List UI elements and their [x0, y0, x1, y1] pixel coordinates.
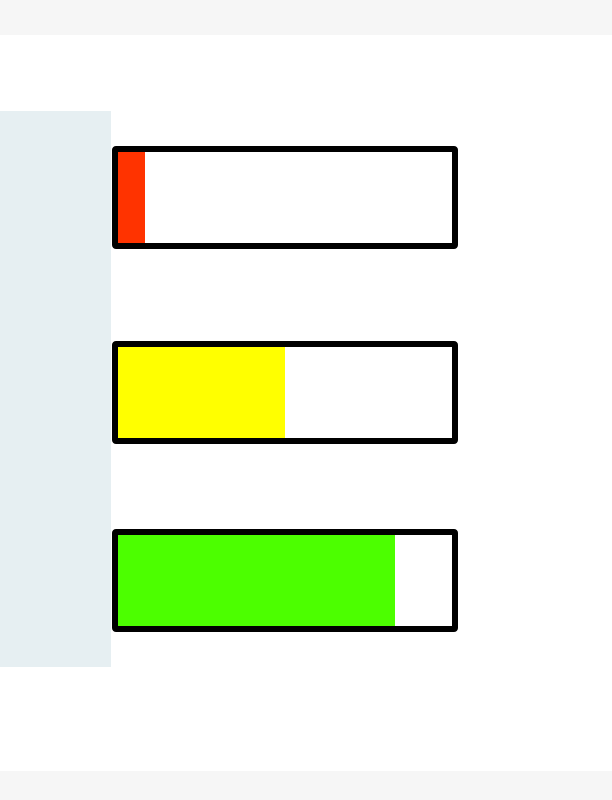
top-bar	[0, 0, 612, 35]
progress-bar-high	[112, 529, 458, 632]
progress-bar-medium	[112, 341, 458, 444]
sidebar	[0, 111, 111, 667]
progress-bar-low	[112, 146, 458, 249]
progress-fill	[118, 152, 145, 243]
bottom-bar	[0, 771, 612, 800]
progress-fill	[118, 535, 396, 626]
progress-fill	[118, 347, 285, 438]
